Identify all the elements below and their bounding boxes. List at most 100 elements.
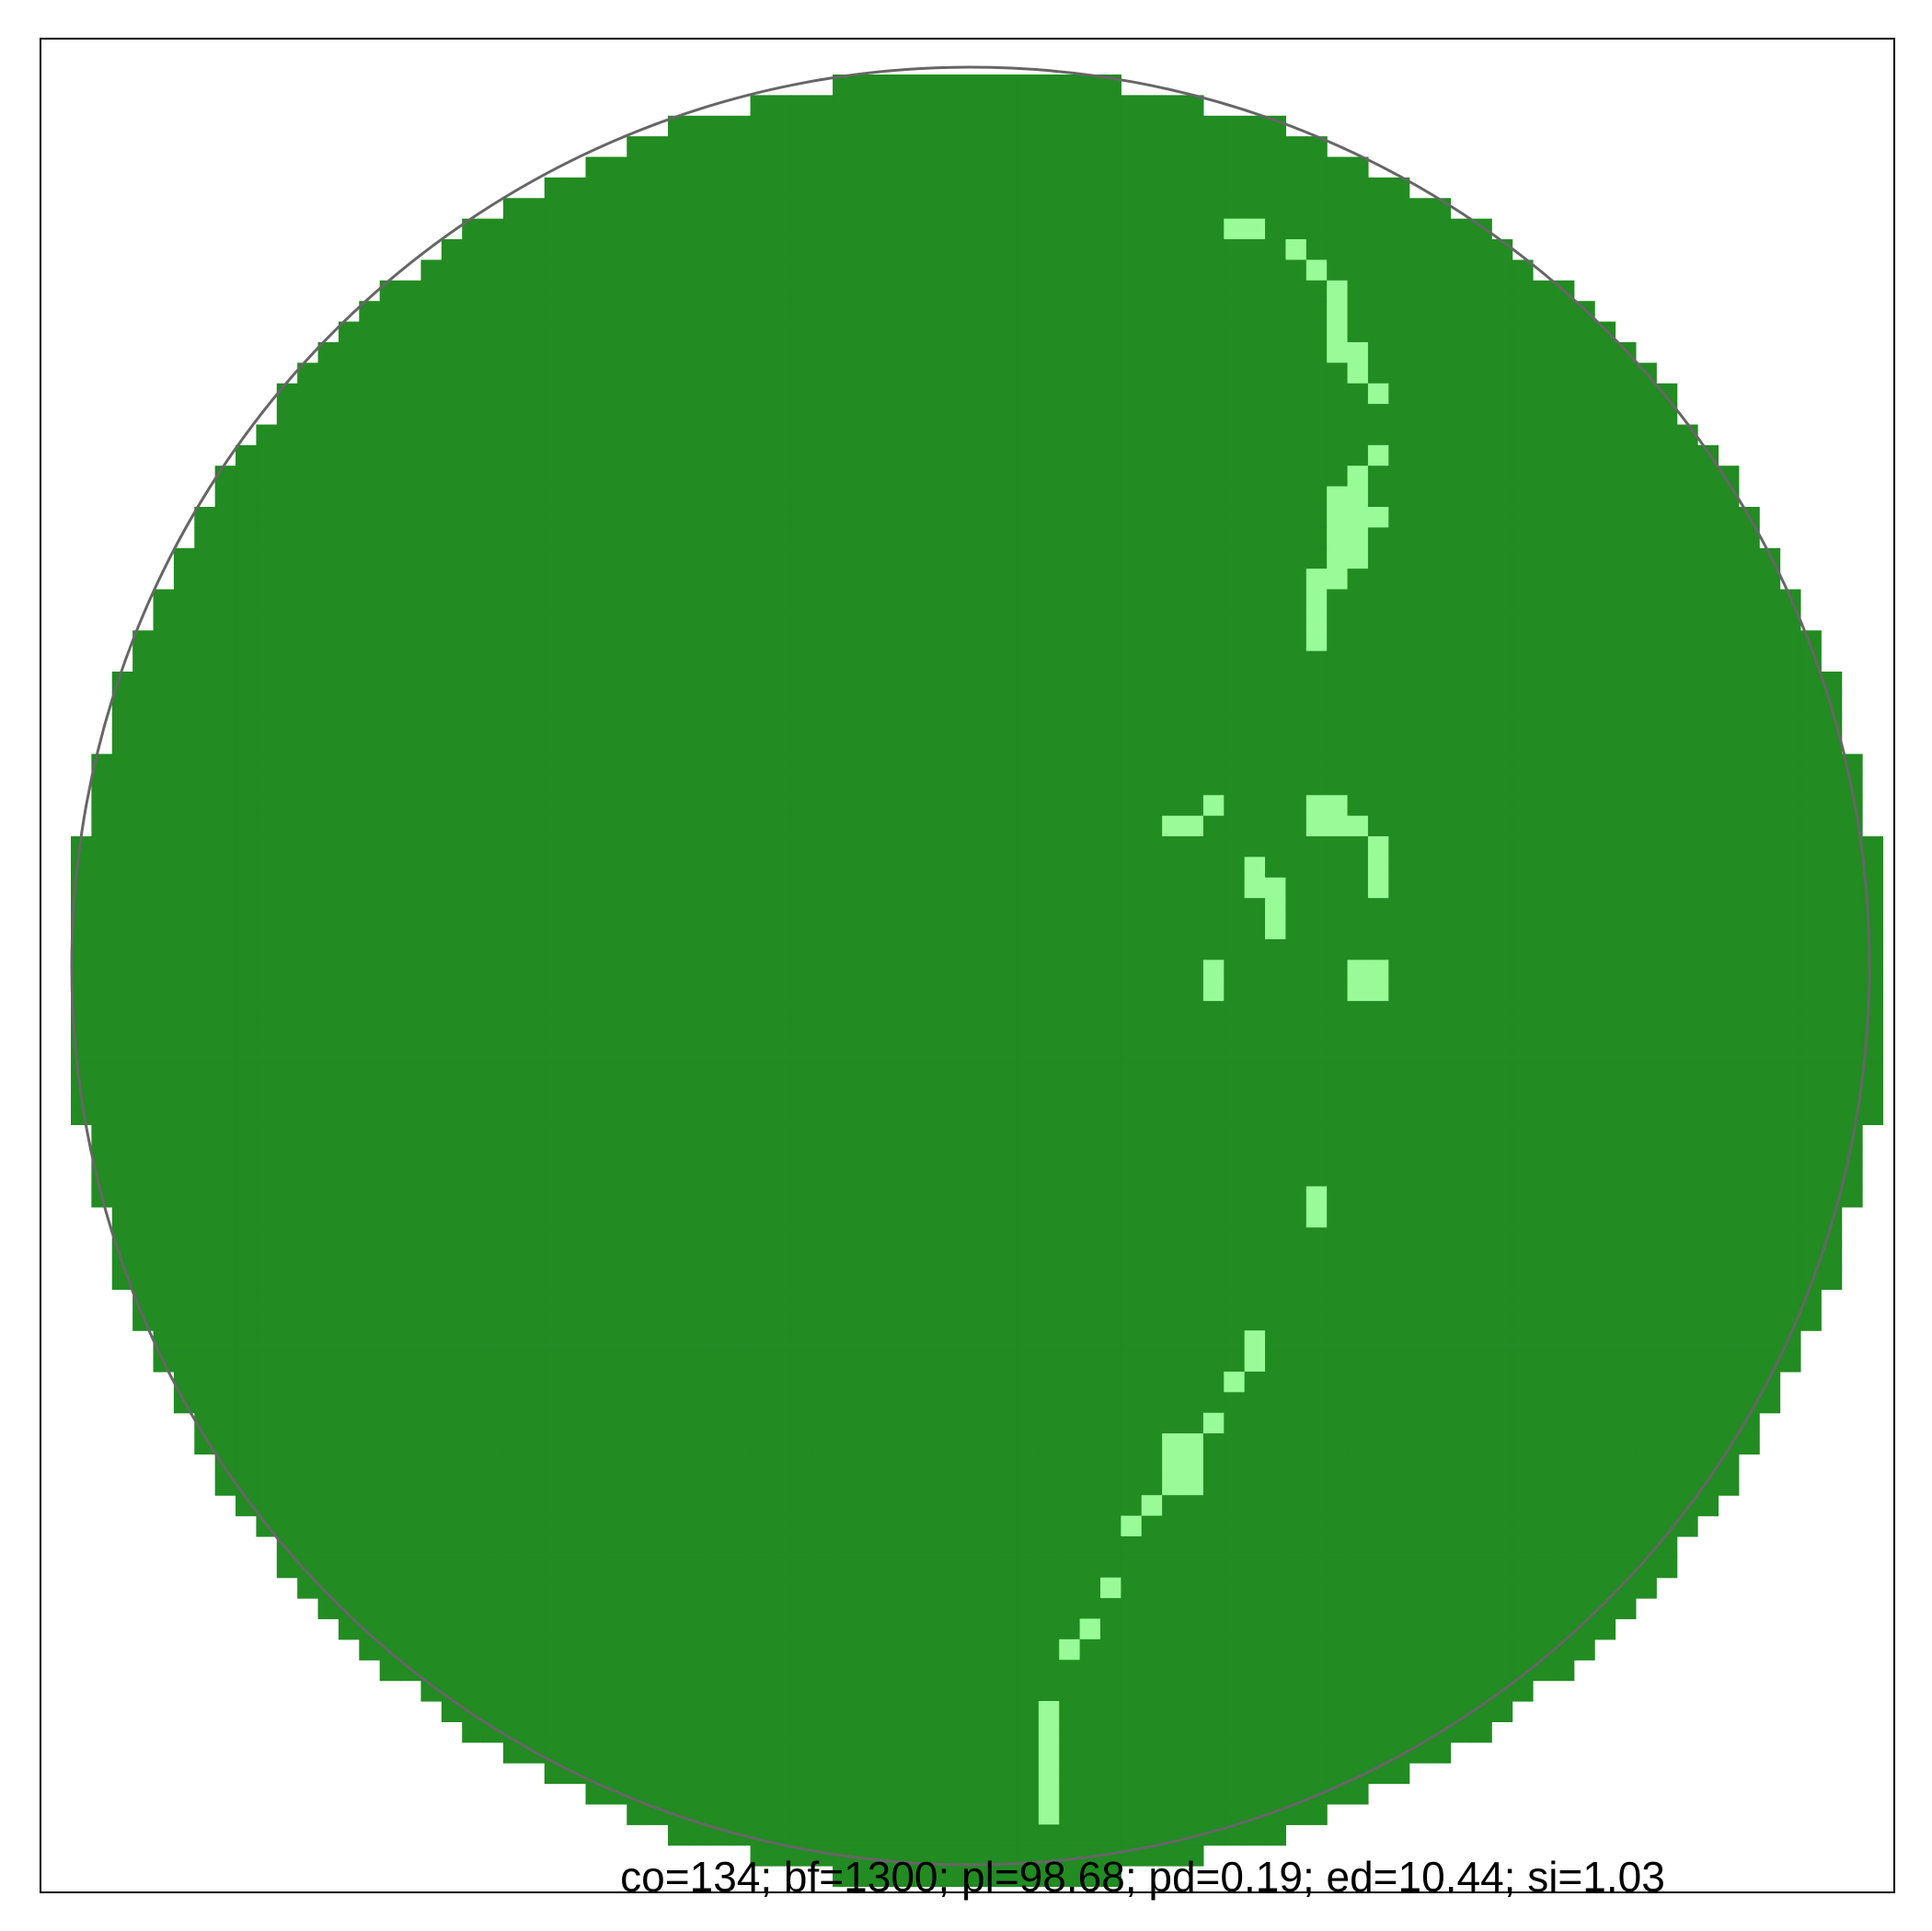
dark-cell	[1182, 95, 1204, 117]
dark-cell	[647, 466, 669, 488]
dark-cell	[1202, 712, 1225, 734]
dark-cell	[379, 1041, 401, 1063]
dark-cell	[502, 1330, 524, 1352]
dark-cell	[956, 177, 978, 199]
dark-cell	[1759, 1063, 1781, 1085]
dark-cell	[1202, 1144, 1225, 1167]
dark-cell	[1779, 795, 1801, 817]
dark-cell	[1100, 486, 1121, 508]
dark-cell	[523, 466, 546, 488]
dark-cell	[482, 836, 504, 858]
dark-cell	[997, 1104, 1019, 1125]
dark-cell	[708, 115, 730, 137]
dark-cell	[1202, 1166, 1225, 1188]
dark-cell	[338, 444, 360, 466]
dark-cell	[935, 466, 957, 488]
dark-cell	[873, 1021, 895, 1043]
dark-cell	[1100, 1412, 1121, 1434]
dark-cell	[1367, 733, 1389, 755]
dark-cell	[956, 486, 978, 508]
dark-cell	[585, 918, 607, 940]
dark-cell	[833, 177, 855, 199]
dark-cell	[1182, 733, 1204, 755]
dark-cell	[1573, 1309, 1595, 1331]
dark-cell	[1224, 630, 1246, 652]
dark-cell	[1450, 1186, 1472, 1208]
dark-cell	[153, 692, 175, 714]
dark-cell	[791, 1166, 813, 1188]
dark-cell	[132, 712, 155, 734]
dark-cell	[482, 1392, 504, 1414]
dark-cell	[1224, 527, 1246, 549]
dark-cell	[1430, 1021, 1452, 1043]
dark-cell	[1779, 609, 1801, 631]
dark-cell	[627, 218, 649, 240]
dark-cell	[173, 1206, 195, 1228]
dark-cell	[1327, 1247, 1349, 1270]
dark-cell	[853, 218, 875, 240]
dark-cell	[1635, 980, 1657, 1002]
dark-cell	[1635, 1309, 1657, 1331]
dark-cell	[1676, 1021, 1698, 1043]
dark-cell	[853, 1227, 875, 1249]
dark-cell	[1800, 1227, 1822, 1249]
dark-cell	[1635, 836, 1657, 858]
dark-cell	[153, 609, 175, 631]
dark-cell	[976, 1392, 998, 1414]
dark-cell	[956, 466, 978, 488]
dark-cell	[1821, 1206, 1843, 1228]
dark-cell	[173, 918, 195, 940]
dark-cell	[605, 362, 627, 385]
dark-cell	[627, 424, 649, 446]
dark-cell	[1141, 506, 1163, 528]
dark-cell	[668, 198, 689, 220]
dark-cell	[1244, 1041, 1266, 1063]
dark-cell	[1305, 218, 1328, 240]
dark-cell	[976, 569, 998, 591]
dark-cell	[1121, 1330, 1143, 1352]
dark-cell	[894, 115, 916, 137]
dark-cell	[914, 259, 937, 282]
dark-cell	[153, 1269, 175, 1291]
dark-cell	[565, 672, 587, 693]
light-cell	[1347, 486, 1369, 508]
dark-cell	[894, 341, 916, 363]
dark-cell	[1450, 486, 1472, 508]
dark-cell	[811, 1021, 834, 1043]
dark-cell	[873, 712, 895, 734]
dark-cell	[1327, 630, 1349, 652]
dark-cell	[1491, 259, 1513, 282]
dark-cell	[791, 589, 813, 611]
dark-cell	[1079, 938, 1101, 960]
dark-cell	[1182, 1063, 1204, 1085]
dark-cell	[1697, 960, 1719, 982]
dark-cell	[379, 672, 401, 693]
dark-cell	[1121, 301, 1143, 323]
dark-cell	[1615, 466, 1637, 488]
dark-cell	[708, 1186, 730, 1208]
dark-cell	[1121, 1186, 1143, 1208]
dark-cell	[894, 938, 916, 960]
dark-cell	[585, 362, 607, 385]
dark-cell	[750, 1021, 772, 1043]
dark-cell	[1450, 341, 1472, 363]
dark-cell	[647, 1083, 669, 1105]
dark-cell	[1305, 1227, 1328, 1249]
dark-cell	[1532, 630, 1554, 652]
dark-cell	[1841, 960, 1863, 982]
dark-cell	[1327, 1124, 1349, 1146]
dark-cell	[1224, 836, 1246, 858]
dark-cell	[730, 321, 752, 343]
light-cell	[1347, 466, 1369, 488]
dark-cell	[1697, 506, 1719, 528]
dark-cell	[1038, 1247, 1060, 1270]
dark-cell	[173, 1247, 195, 1270]
dark-cell	[853, 198, 875, 220]
dark-cell	[833, 136, 855, 158]
dark-cell	[1388, 321, 1410, 343]
dark-cell	[1018, 1351, 1040, 1373]
dark-cell	[1512, 1021, 1534, 1043]
dark-cell	[833, 404, 855, 426]
dark-cell	[1821, 774, 1843, 796]
dark-cell	[297, 795, 319, 817]
